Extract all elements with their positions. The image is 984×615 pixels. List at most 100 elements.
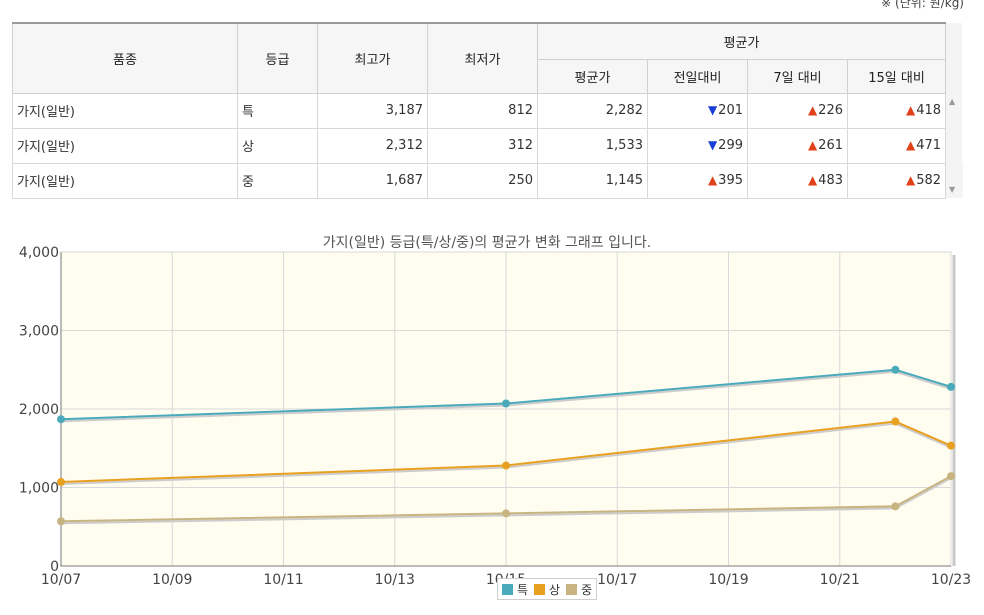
arrow-up-icon: ▲ <box>707 173 718 187</box>
change-value: 418 <box>916 103 942 118</box>
cell-prev-day: ▲395 <box>647 162 748 199</box>
table-scrollbar[interactable]: ▼ <box>945 163 963 198</box>
cell-prev-day: ▼299 <box>647 127 748 164</box>
x-tick-label: 10/19 <box>708 572 748 588</box>
y-tick-label: 1,000 <box>19 481 59 497</box>
series-line-shadow <box>60 477 952 525</box>
change-value: 582 <box>916 173 942 188</box>
header-max: 최고가 <box>317 22 428 94</box>
legend-item[interactable]: 특 <box>502 581 528 598</box>
series-line-중 <box>60 475 952 523</box>
arrow-up-icon: ▲ <box>905 173 916 187</box>
y-tick-label: 4,000 <box>19 245 59 261</box>
table-row: 가지(일반) 특 3,187 812 2,282 ▼201 ▲226 ▲418 ▲ <box>12 92 963 129</box>
cell-grade: 상 <box>237 127 318 164</box>
arrow-up-icon: ▲ <box>807 103 818 117</box>
cell-grade: 중 <box>237 162 318 199</box>
data-point <box>947 441 955 450</box>
header-avg-group: 평균가 <box>536 22 947 60</box>
table-scrollbar[interactable] <box>945 128 963 163</box>
data-point <box>891 502 900 511</box>
x-tick-label: 10/23 <box>931 572 971 588</box>
cell-max: 1,687 <box>317 162 428 199</box>
cell-avg: 1,533 <box>537 127 648 164</box>
cell-min: 812 <box>427 92 538 129</box>
header-prev-day: 전일대비 <box>647 58 748 94</box>
series-line-특 <box>60 368 952 421</box>
x-tick-label: 10/13 <box>375 572 415 588</box>
x-tick-label: 10/11 <box>263 572 303 588</box>
cell-min: 312 <box>427 127 538 164</box>
header-min: 최저가 <box>427 22 538 94</box>
change-value: 261 <box>818 138 843 153</box>
x-tick-label: 10/07 <box>41 572 81 588</box>
cell-avg: 2,282 <box>537 92 648 129</box>
y-tick-label: 3,000 <box>19 324 59 340</box>
x-tick-label: 10/21 <box>820 572 860 588</box>
cell-15day: ▲418 <box>846 92 947 129</box>
data-point <box>502 461 510 470</box>
cell-grade: 특 <box>237 92 318 129</box>
legend-swatch <box>566 583 578 595</box>
arrow-up-icon: ▲ <box>807 138 818 152</box>
legend-item[interactable]: 중 <box>566 581 592 598</box>
change-value: 201 <box>718 103 743 118</box>
change-value: 299 <box>718 138 743 153</box>
cell-7day: ▲226 <box>747 92 848 129</box>
header-7day: 7일 대비 <box>747 58 848 94</box>
cell-avg: 1,145 <box>537 162 648 199</box>
legend-label: 특 <box>517 582 529 597</box>
legend-label: 중 <box>581 582 593 597</box>
table-row: 가지(일반) 상 2,312 312 1,533 ▼299 ▲261 ▲471 <box>12 127 963 164</box>
price-chart: 10/0710/0910/1110/1310/1510/1710/1910/21… <box>0 225 984 611</box>
scrollbar-header-2 <box>945 59 963 93</box>
table-scrollbar[interactable]: ▲ <box>945 93 963 128</box>
table-row: 가지(일반) 중 1,687 250 1,145 ▲395 ▲483 ▲582 ▼ <box>12 162 963 199</box>
chart-svg: 10/0710/0910/1110/1310/1510/1710/1910/21… <box>19 235 971 588</box>
cell-item: 가지(일반) <box>12 127 238 164</box>
cell-max: 2,312 <box>317 127 428 164</box>
cell-7day: ▲261 <box>747 127 848 164</box>
arrow-up-icon: ▲ <box>807 173 818 187</box>
header-avg: 평균가 <box>537 58 648 94</box>
header-15day: 15일 대비 <box>846 58 947 94</box>
scroll-down-icon[interactable]: ▼ <box>949 185 956 194</box>
data-point <box>502 509 510 518</box>
chart-title: 가지(일반) 등급(특/상/중)의 평균가 변화 그래프 입니다. <box>323 235 651 251</box>
data-point <box>891 417 900 426</box>
data-point <box>502 399 510 408</box>
series-line-상 <box>60 420 952 484</box>
cell-15day: ▲471 <box>846 127 947 164</box>
header-grade: 등급 <box>237 22 318 94</box>
x-tick-label: 10/17 <box>597 572 637 588</box>
data-point <box>57 517 65 526</box>
change-value: 471 <box>916 138 942 153</box>
change-value: 483 <box>818 173 843 188</box>
cell-7day: ▲483 <box>747 162 848 199</box>
data-point <box>57 415 65 424</box>
header-item: 품종 <box>12 22 238 94</box>
series-line-shadow <box>60 422 952 486</box>
legend-swatch <box>534 583 546 595</box>
cell-prev-day: ▼201 <box>647 92 748 129</box>
legend-swatch <box>502 583 513 595</box>
cell-max: 3,187 <box>317 92 428 129</box>
change-value: 395 <box>718 173 743 188</box>
y-tick-label: 0 <box>50 559 59 575</box>
legend-label: 상 <box>549 582 561 597</box>
legend-item[interactable]: 상 <box>534 581 560 598</box>
x-tick-label: 10/09 <box>152 572 192 588</box>
series-line-shadow <box>60 370 952 423</box>
price-table: 품종 등급 최고가 최저가 평균가 평균가 전일대비 7일 대비 15일 대비 … <box>12 22 963 199</box>
cell-15day: ▲582 <box>846 162 947 199</box>
data-point <box>891 365 900 374</box>
cell-item: 가지(일반) <box>12 162 238 199</box>
scroll-up-icon[interactable]: ▲ <box>949 97 956 106</box>
arrow-down-icon: ▼ <box>707 103 718 117</box>
unit-note: ※ (단위: 원/kg) <box>881 0 964 10</box>
data-point <box>947 472 955 481</box>
arrow-down-icon: ▼ <box>707 138 718 152</box>
data-point <box>57 478 65 487</box>
scrollbar-header <box>945 23 963 59</box>
